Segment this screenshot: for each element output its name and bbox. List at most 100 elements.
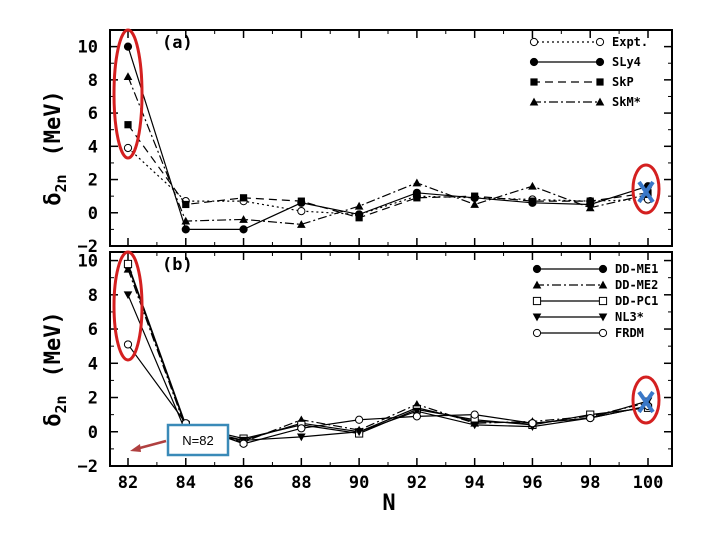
data-point-SkP [239,194,248,202]
data-point-SkP [586,197,594,205]
data-point-FRDM [123,340,133,349]
legend-marker-SLy4 [529,57,539,67]
xtick-label: 92 [407,473,427,493]
series-line-SkP [127,124,649,219]
ytick-label-b: 4 [88,354,98,374]
legend-marker-DD-PC1 [532,296,542,306]
legend-marker-Expt. [529,37,539,47]
panel-label-b: (b) [162,255,193,275]
data-point-SkP [124,121,132,129]
series-line-SLy4 [127,46,649,230]
series-line-DD-ME1 [127,265,649,441]
data-point-FRDM [239,439,248,448]
legend-label-DD-PC1: DD-PC1 [615,294,658,308]
legend-marker-FRDM [532,328,542,338]
data-point-SkM* [354,201,364,210]
callout-label: N=82 [182,433,213,448]
callout-arrow [135,439,167,451]
xtick-label: 94 [464,473,484,493]
xtick-label: 98 [580,473,600,493]
data-point-NL3* [354,428,364,437]
xtick-label: 90 [349,473,369,493]
ytick-label-a: −2 [78,237,98,257]
legend-label-DD-ME2: DD-ME2 [615,278,658,292]
xtick-label: 96 [522,473,542,493]
legend-marker-DD-ME2 [532,280,542,289]
y-axis-label-a: δ2n(MeV) [41,90,70,206]
ytick-label-b: 0 [88,423,98,443]
series-DD-PC1 [123,259,653,443]
ytick-label-a: 0 [88,204,98,224]
highlight-ellipse-n82-b [112,250,144,362]
callout-arrowhead [130,444,141,452]
data-point-SkM* [585,203,595,212]
legend-label-SkP: SkP [612,75,634,89]
cross-icon [637,180,655,204]
data-point-SkM* [528,181,537,190]
legend-marker-SkM* [595,97,605,106]
data-point-SkM* [470,200,479,208]
data-point-NL3* [123,291,133,300]
series-FRDM [123,340,653,448]
xtick-label: 84 [176,473,196,493]
data-point-SkM* [239,215,248,223]
legend-label-FRDM: FRDM [615,326,644,340]
ytick-label-a: 6 [88,104,98,124]
data-point-SkP [528,197,537,205]
panel-a: 10 8 6 4 2 0 −2 δ2n(MeV) (a) Expt. SLy4 SkP SkM* [41,29,673,257]
data-point-FRDM [355,415,364,424]
ytick-label-a: 10 [78,38,98,58]
plot-frame-b [109,251,673,467]
data-point-FRDM [528,419,537,428]
legend-marker-SkP [530,78,538,86]
data-point-SLy4 [123,42,133,51]
data-point-SkP [182,200,190,209]
data-point-SkM* [181,216,191,225]
highlight-ellipse-n82-a [112,28,144,160]
data-point-SkM* [123,72,133,80]
ytick-label-a: 2 [88,171,98,191]
data-point-FRDM [586,413,595,423]
legend-marker-SLy4 [595,57,605,67]
xtick-label: 88 [291,473,311,493]
data-point-SkP [471,192,479,200]
plot-frame-a [109,29,673,247]
legend-marker-SkM* [529,97,539,106]
data-point-FRDM [412,412,421,421]
legend-label-DD-ME1: DD-ME1 [615,262,658,276]
data-point-FRDM [470,410,479,419]
series-SkP [124,121,652,222]
data-point-NL3* [297,433,306,442]
ytick-label-b: −2 [78,457,98,477]
series-line-DD-ME2 [127,268,649,443]
data-point-SkM* [297,220,306,228]
legend-marker-Expt. [595,37,605,47]
data-point-SLy4 [181,225,190,234]
y-axis-label-b: δ2n(MeV) [41,311,70,427]
legend-label-Expt.: Expt. [612,35,648,49]
ytick-label-b: 2 [88,389,98,409]
legend-marker-DD-ME2 [598,280,608,289]
data-point-SkM* [412,178,422,187]
legend-label-SLy4: SLy4 [612,55,641,69]
data-point-SkP [413,194,421,202]
data-point-FRDM [297,424,306,433]
series-line-SkM* [127,76,649,226]
highlight-ellipse-n100-a [631,163,661,215]
data-point-SLy4 [239,225,248,234]
ytick-label-b: 8 [88,286,98,306]
ytick-label-a: 8 [88,71,98,91]
legend-label-SkM*: SkM* [612,95,641,109]
x-axis-label: N [382,491,395,516]
series-Expt. [123,143,653,219]
series-line-DD-PC1 [127,263,649,440]
cross-icon [637,390,655,414]
legend-marker-NL3* [598,313,608,322]
data-point-NL3* [412,407,422,416]
xtick-label: 100 [633,473,664,493]
legend-marker-DD-ME1 [532,264,542,274]
data-point-NL3* [470,421,479,430]
callout-box [166,423,230,457]
data-point-SkP [297,197,305,205]
